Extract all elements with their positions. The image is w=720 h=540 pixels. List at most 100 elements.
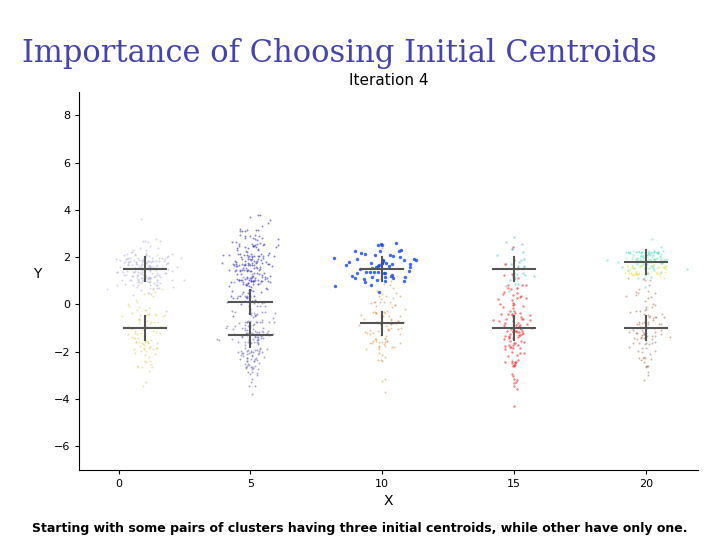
Point bbox=[514, 293, 526, 302]
Point bbox=[233, 260, 244, 269]
Point bbox=[237, 279, 248, 288]
Point bbox=[211, 334, 222, 343]
Point bbox=[246, 363, 258, 372]
Point bbox=[246, 390, 258, 399]
Point bbox=[151, 284, 163, 292]
Point bbox=[512, 319, 523, 327]
Point bbox=[502, 352, 513, 361]
Point bbox=[647, 235, 658, 244]
Point bbox=[631, 254, 643, 262]
Point bbox=[508, 382, 519, 390]
Point bbox=[241, 274, 253, 283]
Point bbox=[122, 253, 133, 262]
Point bbox=[376, 240, 387, 249]
Point bbox=[167, 283, 179, 292]
Point bbox=[376, 323, 387, 332]
Point bbox=[498, 323, 510, 332]
Point bbox=[242, 261, 253, 270]
Point bbox=[372, 287, 383, 295]
Point bbox=[506, 269, 518, 278]
Point bbox=[627, 270, 639, 279]
Point bbox=[638, 318, 649, 327]
Point bbox=[643, 281, 654, 290]
Point bbox=[241, 267, 253, 275]
Point bbox=[636, 343, 647, 352]
Point bbox=[247, 297, 258, 306]
Point bbox=[242, 317, 253, 326]
Point bbox=[252, 340, 264, 348]
Point bbox=[251, 318, 262, 326]
Point bbox=[144, 284, 156, 292]
Point bbox=[255, 249, 266, 258]
Point bbox=[140, 322, 152, 331]
Point bbox=[129, 249, 140, 258]
Point bbox=[636, 252, 647, 260]
Point bbox=[179, 275, 190, 284]
Point bbox=[236, 275, 248, 284]
Point bbox=[510, 265, 522, 274]
Point bbox=[631, 247, 642, 256]
Point bbox=[136, 362, 148, 371]
Point bbox=[524, 316, 536, 325]
Point bbox=[258, 239, 269, 248]
Point bbox=[641, 264, 652, 272]
Point bbox=[243, 251, 255, 260]
Point bbox=[146, 363, 158, 372]
Point bbox=[664, 332, 675, 341]
Point bbox=[638, 274, 649, 283]
Point bbox=[515, 321, 526, 329]
Point bbox=[657, 247, 669, 255]
Point bbox=[132, 254, 144, 262]
Point bbox=[236, 332, 248, 341]
Point bbox=[230, 322, 241, 330]
Point bbox=[138, 322, 150, 330]
Point bbox=[143, 273, 154, 282]
Point bbox=[641, 361, 652, 370]
Point bbox=[236, 226, 248, 235]
Point bbox=[654, 269, 665, 278]
Point bbox=[387, 302, 398, 311]
Point bbox=[503, 333, 515, 342]
Point bbox=[374, 338, 385, 347]
Point bbox=[127, 309, 138, 318]
Point bbox=[509, 359, 521, 368]
Point bbox=[239, 242, 251, 251]
Point bbox=[135, 286, 146, 294]
Point bbox=[366, 264, 378, 273]
Point bbox=[241, 294, 253, 302]
Point bbox=[147, 263, 158, 272]
Point bbox=[247, 325, 258, 333]
Point bbox=[235, 225, 246, 233]
Point bbox=[257, 323, 269, 332]
Point bbox=[235, 266, 246, 275]
Point bbox=[629, 268, 641, 277]
Point bbox=[237, 260, 248, 268]
Point bbox=[130, 264, 141, 272]
Point bbox=[231, 294, 243, 302]
Point bbox=[509, 338, 521, 347]
Point bbox=[624, 247, 636, 256]
Point bbox=[227, 324, 238, 333]
Point bbox=[269, 309, 280, 318]
Point bbox=[660, 254, 671, 263]
Point bbox=[499, 342, 510, 350]
Point bbox=[642, 320, 654, 329]
Point bbox=[378, 340, 390, 348]
Point bbox=[646, 332, 657, 341]
Point bbox=[243, 286, 255, 295]
Point bbox=[642, 293, 654, 302]
Point bbox=[152, 318, 163, 326]
Point bbox=[239, 292, 251, 301]
Point bbox=[355, 249, 366, 258]
Point bbox=[217, 251, 228, 259]
Point bbox=[255, 344, 266, 353]
Point bbox=[652, 253, 663, 262]
Point bbox=[616, 263, 628, 272]
Point bbox=[657, 254, 668, 262]
Point bbox=[657, 259, 668, 267]
Point bbox=[660, 262, 672, 271]
Point bbox=[508, 268, 520, 277]
Point bbox=[144, 276, 156, 285]
Point bbox=[505, 285, 516, 294]
Point bbox=[246, 274, 257, 282]
